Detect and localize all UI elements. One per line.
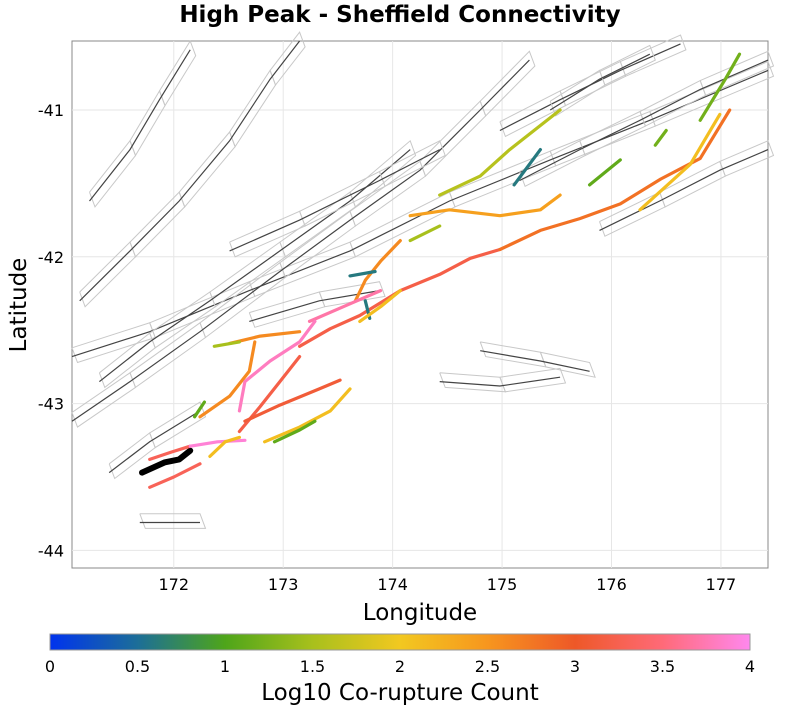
chart-title: High Peak - Sheffield Connectivity (179, 2, 621, 28)
rupture-trace (358, 289, 402, 323)
rupture-trace (243, 378, 342, 423)
x-tick-label: 176 (596, 575, 627, 594)
rupture-trace (272, 419, 317, 444)
rupture-trace (237, 319, 317, 413)
fault-trace (99, 149, 411, 383)
rupture-trace (408, 224, 442, 243)
x-tick-label: 175 (487, 575, 518, 594)
fault-trace (599, 149, 769, 231)
x-tick-label: 174 (377, 575, 408, 594)
y-tick-label: -44 (38, 541, 64, 560)
fault-trace (71, 59, 530, 422)
rupture-trace (148, 444, 192, 461)
fault-trace (79, 40, 301, 302)
x-tick-label: 173 (268, 575, 299, 594)
rupture-trace (638, 112, 722, 212)
rupture-trace (307, 289, 383, 323)
rupture-trace (408, 193, 562, 218)
y-tick-label: -43 (38, 395, 64, 414)
colorbar-tick-label: 3 (570, 657, 580, 676)
fault-trace (439, 376, 561, 387)
rupture-trace (512, 148, 543, 187)
rupture-trace (348, 269, 377, 278)
fault-cell (719, 140, 775, 177)
y-tick-label: -41 (38, 101, 64, 120)
rupture-trace (498, 108, 732, 252)
y-tick-label: -42 (38, 248, 64, 267)
rupture-trace (438, 108, 562, 197)
fault-trace (71, 69, 769, 358)
fault-traces (71, 31, 775, 529)
colorbar-tick-label: 2 (395, 657, 405, 676)
fault-trace (229, 149, 440, 252)
fault-cell (379, 140, 446, 188)
fault-trace (480, 350, 590, 372)
fault-trace (108, 410, 201, 474)
fault-cell (599, 44, 656, 86)
source-fault (139, 447, 194, 476)
rupture-trace (208, 435, 241, 458)
colorbar-tick-label: 4 (745, 657, 755, 676)
grid (72, 41, 768, 568)
x-axis-label: Longitude (363, 600, 477, 626)
fault-cell (699, 50, 775, 96)
fault-cell (619, 34, 687, 77)
colorbar-tick-label: 1 (220, 657, 230, 676)
x-tick-label: 172 (159, 575, 190, 594)
colorbar-tick-label: 1.5 (300, 657, 325, 676)
fault-trace (519, 59, 769, 182)
fault-cell (139, 513, 207, 529)
y-axis-label: Latitude (6, 258, 32, 353)
colorbar-tick-label: 0.5 (125, 657, 150, 676)
rupture-trace (188, 438, 247, 448)
rupture-trace (193, 400, 206, 419)
fault-cell (318, 281, 386, 308)
fault-cell (269, 31, 306, 87)
x-tick-label: 177 (706, 575, 737, 594)
colorbar-tick-label: 0 (45, 657, 55, 676)
colorbar-ticks: 0 0.5 1 1.5 2 2.5 3 3.5 4 (45, 657, 755, 676)
rupture-trace (198, 340, 257, 419)
colorbar-tick-label: 3.5 (650, 657, 675, 676)
colorbar (49, 633, 751, 651)
rupture-trace (698, 52, 742, 122)
fault-cell (499, 367, 567, 393)
rupture-trace (263, 387, 352, 444)
plot-frame (71, 40, 769, 569)
rupture-trace (148, 462, 202, 489)
rupture-trace (653, 128, 668, 147)
x-ticks: 172 173 174 175 176 177 (159, 575, 737, 594)
rupture-trace (587, 158, 622, 187)
fault-cell (159, 39, 197, 107)
fault-cell (479, 50, 536, 117)
y-ticks: -41 -42 -43 -44 (38, 101, 64, 560)
fault-trace (89, 49, 191, 202)
fault-cell (649, 60, 775, 127)
rupture-traces (139, 52, 742, 489)
colorbar-label: Log10 Co-rupture Count (261, 680, 538, 706)
fault-trace (549, 53, 651, 111)
fault-cell (149, 401, 207, 449)
rupture-trace (212, 340, 241, 348)
colorbar-tick-label: 2.5 (475, 657, 500, 676)
